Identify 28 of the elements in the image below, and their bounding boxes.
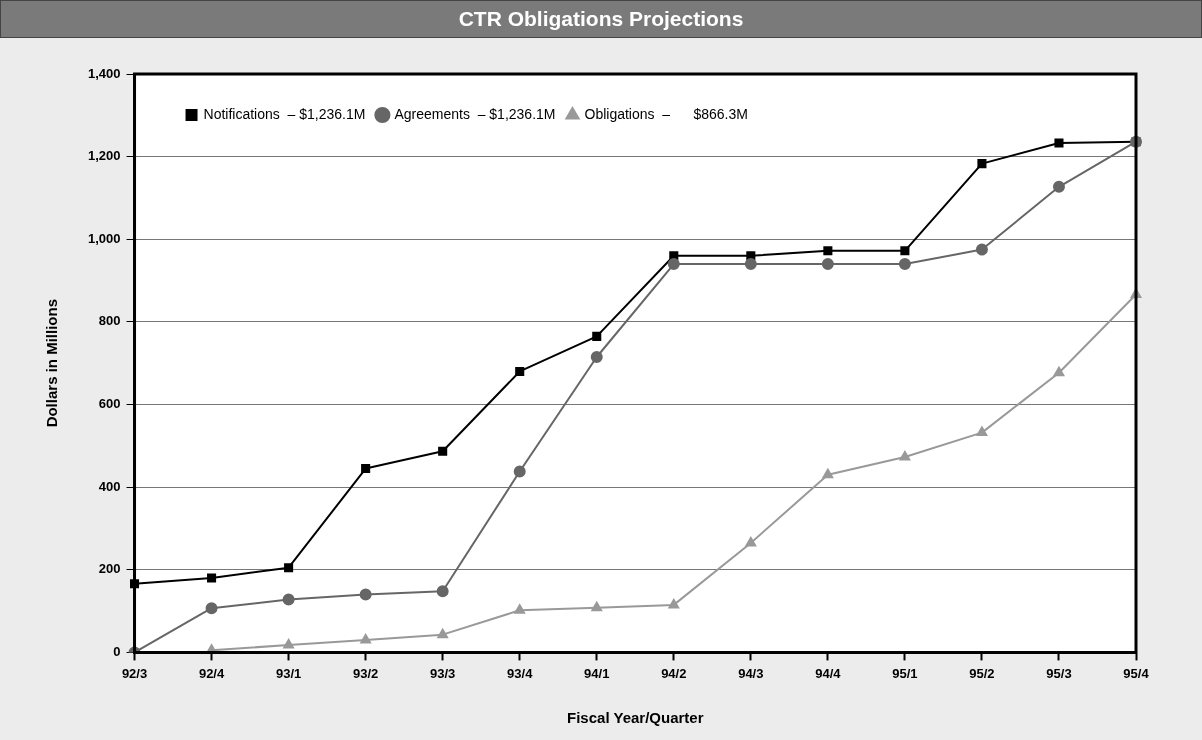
x-tick-label: 93/3 <box>430 665 456 681</box>
y-tick-label: 0 <box>113 643 121 659</box>
y-tick-label: 1,400 <box>87 65 121 81</box>
x-tick-label: 94/1 <box>584 665 610 681</box>
x-tick-label: 94/4 <box>815 665 842 681</box>
x-tick-label: 95/3 <box>1046 665 1072 681</box>
x-axis-title: Fiscal Year/Quarter <box>567 709 704 727</box>
x-tick-label: 93/4 <box>507 665 534 681</box>
y-tick-label: 600 <box>98 396 121 412</box>
legend-label: Obligations – $866.3M <box>584 105 748 122</box>
x-tick-label: 95/4 <box>1123 665 1150 681</box>
y-tick-label: 1,200 <box>87 148 121 164</box>
x-tick-label: 95/2 <box>969 665 995 681</box>
y-tick-label: 1,000 <box>87 230 121 246</box>
y-tick-label: 200 <box>98 561 121 577</box>
chart-title: CTR Obligations Projections <box>0 0 1202 38</box>
legend-label: Agreements – $1,236.1M <box>394 105 556 122</box>
x-tick-label: 94/3 <box>738 665 764 681</box>
legend-label: Notifications – $1,236.1M <box>203 105 366 122</box>
y-tick-label: 400 <box>98 478 121 494</box>
y-tick-label: 800 <box>98 313 121 329</box>
y-axis-title: Dollars in Millions <box>43 299 61 428</box>
x-tick-label: 92/3 <box>121 665 148 681</box>
x-tick-label: 93/1 <box>275 665 302 681</box>
x-tick-label: 94/2 <box>661 665 687 681</box>
x-tick-label: 92/4 <box>198 665 225 681</box>
x-tick-label: 93/2 <box>352 665 379 681</box>
x-tick-label: 95/1 <box>892 665 918 681</box>
